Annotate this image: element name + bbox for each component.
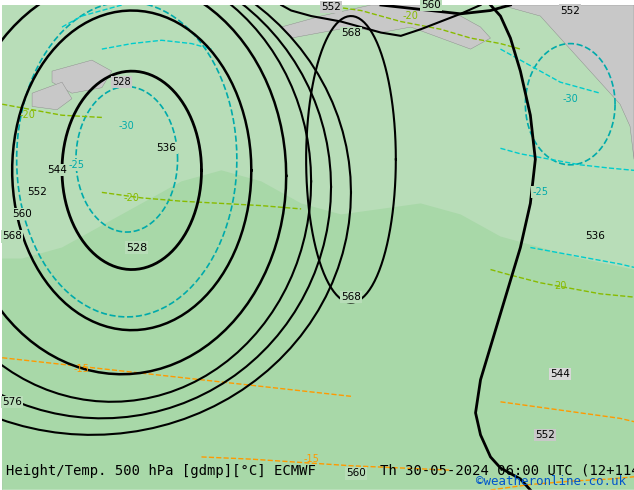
Polygon shape (52, 60, 112, 93)
Text: -15: -15 (74, 364, 90, 374)
Text: -20: -20 (19, 110, 35, 120)
Text: 560: 560 (421, 0, 441, 10)
Text: 568: 568 (2, 231, 22, 242)
Text: 544: 544 (550, 369, 570, 379)
Text: -15: -15 (303, 454, 319, 464)
Text: Height/Temp. 500 hPa [gdmp][°C] ECMWF: Height/Temp. 500 hPa [gdmp][°C] ECMWF (6, 464, 316, 478)
Text: 20: 20 (554, 281, 566, 291)
Polygon shape (2, 380, 291, 490)
Polygon shape (32, 82, 72, 110)
Polygon shape (2, 171, 634, 490)
Text: 536: 536 (157, 143, 176, 153)
Text: -25: -25 (69, 160, 85, 170)
Polygon shape (470, 314, 570, 435)
Text: 560: 560 (12, 209, 32, 220)
Polygon shape (500, 5, 634, 159)
Text: Th 30-05-2024 06:00 UTC (12+114): Th 30-05-2024 06:00 UTC (12+114) (380, 464, 634, 478)
Text: 544: 544 (47, 165, 67, 175)
Text: 576: 576 (2, 397, 22, 407)
Text: 528: 528 (126, 243, 147, 252)
Text: ©weatheronline.co.uk: ©weatheronline.co.uk (476, 474, 626, 488)
Text: 528: 528 (112, 77, 131, 87)
Text: -30: -30 (119, 121, 134, 131)
Text: 552: 552 (27, 187, 47, 197)
Text: 552: 552 (321, 2, 341, 12)
Text: 560: 560 (346, 468, 366, 478)
Text: 552: 552 (560, 5, 580, 16)
Text: -25: -25 (533, 187, 548, 197)
Text: 568: 568 (341, 27, 361, 38)
Text: -20: -20 (403, 11, 418, 21)
Text: 568: 568 (341, 292, 361, 302)
Text: 536: 536 (585, 231, 605, 242)
Polygon shape (281, 5, 491, 49)
Text: -20: -20 (124, 193, 139, 203)
Text: -30: -30 (562, 94, 578, 104)
Text: 552: 552 (535, 430, 555, 440)
